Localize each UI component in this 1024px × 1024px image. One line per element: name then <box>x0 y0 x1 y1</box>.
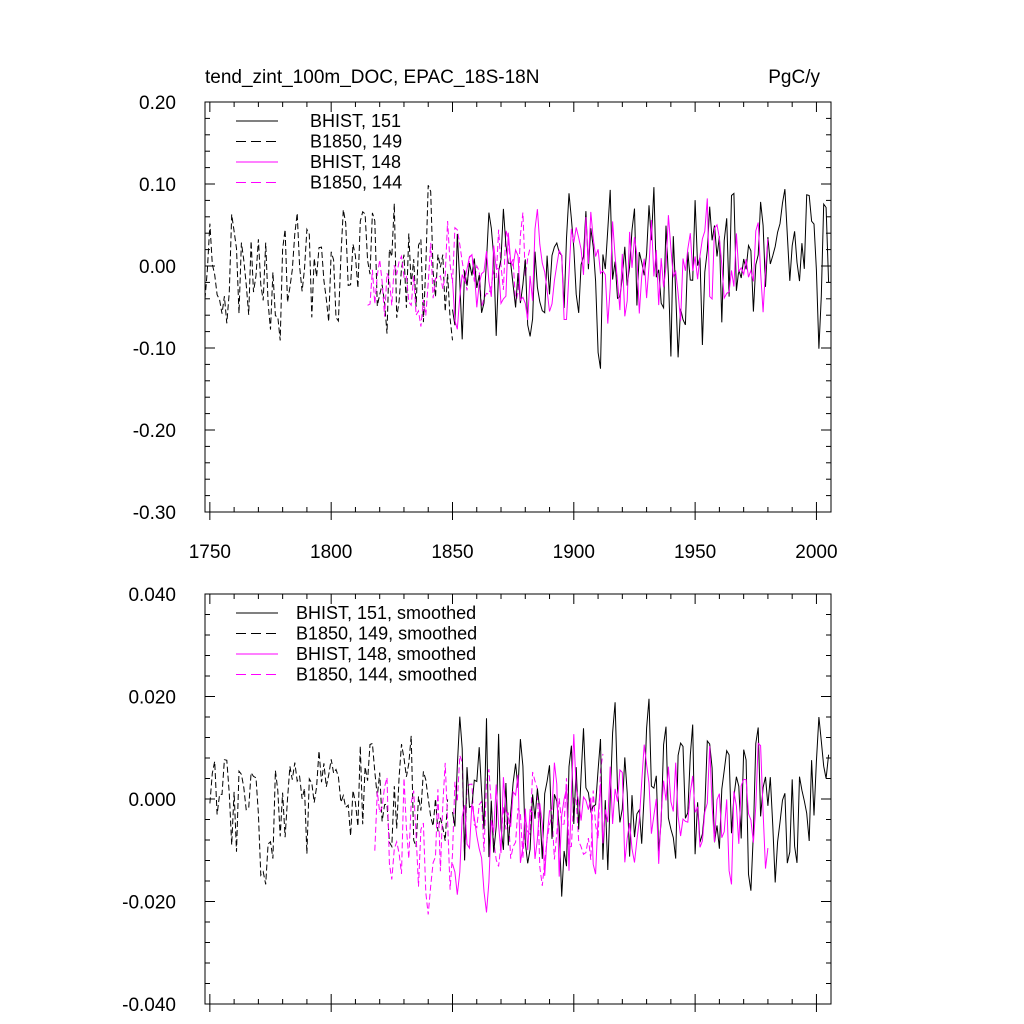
legend-label: B1850, 144, smoothed <box>296 665 477 685</box>
x-tick-label: 1750 <box>189 542 231 563</box>
y-tick-label: -0.020 <box>122 893 176 914</box>
legend-label: B1850, 149, smoothed <box>296 624 477 644</box>
legend-label: BHIST, 151 <box>310 111 401 131</box>
chart-panel-bottom: -0.040 -0.020 0.000 0.020 0.040 BHIST, 151, s… <box>122 585 832 1016</box>
x-tick-label: 1800 <box>310 542 352 563</box>
series-line-bhist-148-smoothed <box>452 734 769 913</box>
series-line-b1850-144-smoothed <box>374 753 604 915</box>
x-tick-label: 1950 <box>674 542 716 563</box>
y-tick-label: 0.020 <box>128 688 176 709</box>
y-tick-label: 0.10 <box>139 175 176 196</box>
y-tick-label: 0.040 <box>128 585 176 606</box>
series-line-bhist-151-smoothed <box>452 698 830 897</box>
series-line-b1850-149 <box>205 185 453 341</box>
series-line-b1850-149-smoothed <box>209 735 449 885</box>
chart-title: tend_zint_100m_DOC, EPAC_18S-18N <box>205 67 539 88</box>
legend-label: BHIST, 148 <box>310 152 401 172</box>
y-tick-label: -0.10 <box>133 339 176 360</box>
y-tick-label: 0.000 <box>128 790 176 811</box>
legend-label: B1850, 149 <box>310 132 402 152</box>
legend-label: BHIST, 148, smoothed <box>296 644 476 664</box>
legend-label: BHIST, 151, smoothed <box>296 603 476 623</box>
plot-frame <box>204 101 832 513</box>
chart-units-label: PgC/y <box>768 67 820 88</box>
x-tick-label: 2000 <box>795 542 837 563</box>
x-tick-label: 1900 <box>553 542 595 563</box>
y-tick-label: 0.20 <box>139 93 176 114</box>
series-line-bhist-148 <box>452 198 769 330</box>
series-line-b1850-144 <box>367 212 531 327</box>
series-line-bhist-151 <box>452 187 830 369</box>
y-tick-label: -0.040 <box>122 995 176 1016</box>
chart-panel-top: tend_zint_100m_DOC, EPAC_18S-18N PgC/y -… <box>133 67 838 563</box>
y-tick-label: 0.00 <box>139 257 176 278</box>
y-tick-label: -0.20 <box>133 421 176 442</box>
y-tick-label: -0.30 <box>133 503 176 524</box>
legend-label: B1850, 144 <box>310 173 402 193</box>
x-tick-label: 1850 <box>431 542 473 563</box>
